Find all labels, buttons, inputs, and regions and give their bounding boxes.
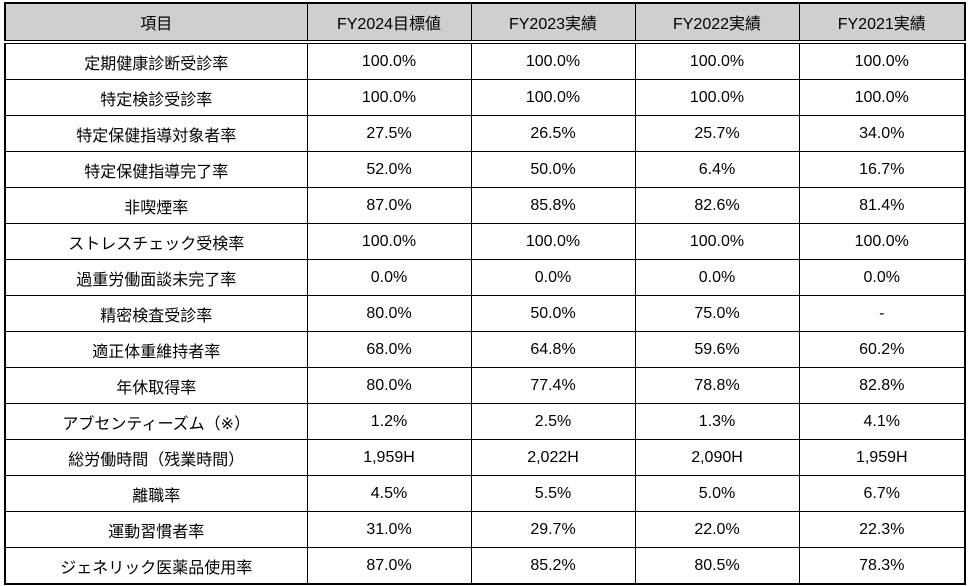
value-cell: 80.5%: [634, 547, 800, 585]
value-cell: 85.8%: [470, 187, 636, 224]
item-name-cell: 過重労働面談未完了率: [4, 259, 308, 296]
value-cell: 77.4%: [470, 367, 636, 404]
value-cell: 1,959H: [798, 439, 966, 476]
value-cell: 16.7%: [798, 151, 966, 188]
value-cell: 81.4%: [798, 187, 966, 224]
value-cell: 27.5%: [306, 115, 472, 152]
value-cell: 6.7%: [798, 475, 966, 512]
item-name-cell: 非喫煙率: [4, 187, 308, 224]
value-cell: 29.7%: [470, 511, 636, 548]
value-cell: 0.0%: [634, 259, 800, 296]
column-header-fy2022-actual: FY2022実績: [634, 2, 800, 44]
table-row: 過重労働面談未完了率 0.0% 0.0% 0.0% 0.0%: [4, 259, 966, 296]
value-cell: 80.0%: [306, 367, 472, 404]
table-row: ストレスチェック受検率 100.0% 100.0% 100.0% 100.0%: [4, 223, 966, 260]
table-row: 離職率 4.5% 5.5% 5.0% 6.7%: [4, 475, 966, 512]
value-cell: 25.7%: [634, 115, 800, 152]
kpi-table-container: 項目 FY2024目標値 FY2023実績 FY2022実績 FY2021実績 …: [4, 2, 966, 585]
value-cell: 2,022H: [470, 439, 636, 476]
value-cell: 50.0%: [470, 151, 636, 188]
header-row: 項目 FY2024目標値 FY2023実績 FY2022実績 FY2021実績: [4, 2, 966, 44]
value-cell: 78.3%: [798, 547, 966, 585]
item-name-cell: 運動習慣者率: [4, 511, 308, 548]
value-cell: 100.0%: [470, 41, 636, 80]
item-name-cell: 年休取得率: [4, 367, 308, 404]
value-cell: 82.8%: [798, 367, 966, 404]
item-name-cell: 特定保健指導完了率: [4, 151, 308, 188]
column-header-fy2023-actual: FY2023実績: [470, 2, 636, 44]
value-cell: 100.0%: [634, 79, 800, 116]
value-cell: 22.3%: [798, 511, 966, 548]
item-name-cell: ジェネリック医薬品使用率: [4, 547, 308, 585]
value-cell: 59.6%: [634, 331, 800, 368]
value-cell: 5.0%: [634, 475, 800, 512]
value-cell: 0.0%: [306, 259, 472, 296]
column-header-fy2021-actual: FY2021実績: [798, 2, 966, 44]
value-cell: 1,959H: [306, 439, 472, 476]
value-cell: 100.0%: [470, 223, 636, 260]
value-cell: 0.0%: [470, 259, 636, 296]
item-name-cell: 精密検査受診率: [4, 295, 308, 332]
value-cell: 100.0%: [306, 79, 472, 116]
value-cell: 82.6%: [634, 187, 800, 224]
value-cell: 100.0%: [798, 79, 966, 116]
item-name-cell: 定期健康診断受診率: [4, 41, 308, 80]
column-header-item: 項目: [4, 2, 308, 44]
table-row: 特定保健指導対象者率 27.5% 26.5% 25.7% 34.0%: [4, 115, 966, 152]
value-cell: 60.2%: [798, 331, 966, 368]
value-cell: 26.5%: [470, 115, 636, 152]
item-name-cell: ストレスチェック受検率: [4, 223, 308, 260]
table-row: 運動習慣者率 31.0% 29.7% 22.0% 22.3%: [4, 511, 966, 548]
value-cell: 100.0%: [634, 223, 800, 260]
value-cell: 87.0%: [306, 547, 472, 585]
table-row: 非喫煙率 87.0% 85.8% 82.6% 81.4%: [4, 187, 966, 224]
item-name-cell: 特定保健指導対象者率: [4, 115, 308, 152]
item-name-cell: 適正体重維持者率: [4, 331, 308, 368]
item-name-cell: 特定検診受診率: [4, 79, 308, 116]
column-header-fy2024-target: FY2024目標値: [306, 2, 472, 44]
value-cell: 75.0%: [634, 295, 800, 332]
table-row: 適正体重維持者率 68.0% 64.8% 59.6% 60.2%: [4, 331, 966, 368]
table-row: アブセンティーズム（※） 1.2% 2.5% 1.3% 4.1%: [4, 403, 966, 440]
value-cell: 0.0%: [798, 259, 966, 296]
value-cell: 78.8%: [634, 367, 800, 404]
value-cell: 50.0%: [470, 295, 636, 332]
table-row: 定期健康診断受診率 100.0% 100.0% 100.0% 100.0%: [4, 41, 966, 80]
value-cell: 100.0%: [634, 41, 800, 80]
value-cell: 80.0%: [306, 295, 472, 332]
table-row: 年休取得率 80.0% 77.4% 78.8% 82.8%: [4, 367, 966, 404]
value-cell: 6.4%: [634, 151, 800, 188]
table-row: 総労働時間（残業時間） 1,959H 2,022H 2,090H 1,959H: [4, 439, 966, 476]
value-cell: 2,090H: [634, 439, 800, 476]
value-cell: 100.0%: [798, 223, 966, 260]
value-cell: 22.0%: [634, 511, 800, 548]
table-row: 特定検診受診率 100.0% 100.0% 100.0% 100.0%: [4, 79, 966, 116]
value-cell: 4.5%: [306, 475, 472, 512]
item-name-cell: アブセンティーズム（※）: [4, 403, 308, 440]
value-cell: 87.0%: [306, 187, 472, 224]
value-cell: 52.0%: [306, 151, 472, 188]
value-cell: 1.2%: [306, 403, 472, 440]
table-row: ジェネリック医薬品使用率 87.0% 85.2% 80.5% 78.3%: [4, 547, 966, 585]
value-cell: 100.0%: [306, 41, 472, 80]
value-cell: 2.5%: [470, 403, 636, 440]
value-cell: 100.0%: [470, 79, 636, 116]
value-cell: 31.0%: [306, 511, 472, 548]
value-cell: 64.8%: [470, 331, 636, 368]
value-cell: 34.0%: [798, 115, 966, 152]
value-cell: -: [798, 295, 966, 332]
value-cell: 5.5%: [470, 475, 636, 512]
item-name-cell: 離職率: [4, 475, 308, 512]
value-cell: 1.3%: [634, 403, 800, 440]
value-cell: 100.0%: [798, 41, 966, 80]
value-cell: 4.1%: [798, 403, 966, 440]
value-cell: 68.0%: [306, 331, 472, 368]
kpi-table: 項目 FY2024目標値 FY2023実績 FY2022実績 FY2021実績 …: [4, 2, 966, 585]
table-row: 精密検査受診率 80.0% 50.0% 75.0% -: [4, 295, 966, 332]
value-cell: 100.0%: [306, 223, 472, 260]
table-row: 特定保健指導完了率 52.0% 50.0% 6.4% 16.7%: [4, 151, 966, 188]
item-name-cell: 総労働時間（残業時間）: [4, 439, 308, 476]
value-cell: 85.2%: [470, 547, 636, 585]
